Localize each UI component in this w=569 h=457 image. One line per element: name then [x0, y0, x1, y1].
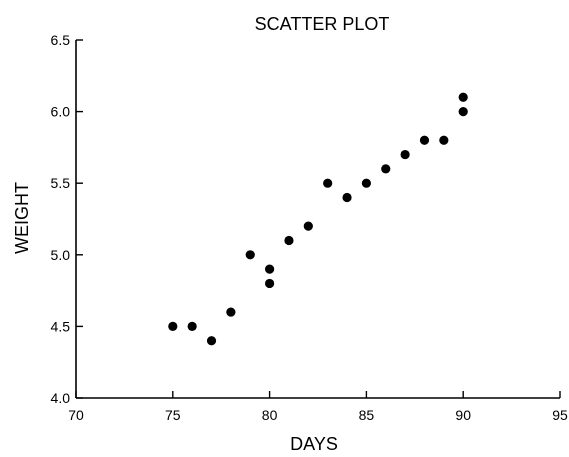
y-axis-ticks: 4.0 4.5 5.0 5.5 6.0 6.5: [51, 32, 83, 406]
data-point: [342, 192, 352, 203]
x-tick-label: 95: [552, 407, 568, 423]
data-point: [265, 278, 275, 289]
data-point: [458, 107, 468, 117]
data-point: [400, 149, 410, 160]
data-point: [226, 307, 236, 317]
data-point: [439, 135, 449, 145]
data-point: [361, 178, 371, 188]
data-point: [206, 336, 217, 346]
data-point: [323, 178, 333, 188]
data-points: [168, 92, 468, 346]
x-tick-label: 80: [262, 407, 278, 423]
data-point: [419, 135, 430, 145]
x-axis-ticks: 70 75 80 85 90 95: [68, 391, 568, 423]
data-point: [187, 321, 197, 331]
y-tick-label: 5.0: [51, 247, 71, 263]
x-axis-title: DAYS: [290, 434, 338, 454]
y-tick-label: 6.5: [51, 32, 71, 48]
data-point: [284, 235, 294, 246]
chart-title: SCATTER PLOT: [255, 14, 390, 34]
data-point: [381, 164, 391, 174]
data-point: [245, 250, 255, 260]
data-point: [458, 92, 468, 102]
y-tick-label: 6.0: [51, 104, 71, 120]
y-tick-label: 4.0: [51, 390, 71, 406]
x-tick-label: 85: [359, 407, 375, 423]
data-point: [168, 321, 178, 331]
y-tick-label: 5.5: [51, 175, 71, 191]
x-tick-label: 75: [165, 407, 181, 423]
x-tick-label: 70: [68, 407, 84, 423]
data-point: [265, 264, 275, 274]
y-tick-label: 4.5: [51, 318, 71, 334]
y-axis-title: WEIGHT: [12, 182, 32, 254]
data-point: [303, 221, 313, 231]
x-tick-label: 90: [455, 407, 471, 423]
